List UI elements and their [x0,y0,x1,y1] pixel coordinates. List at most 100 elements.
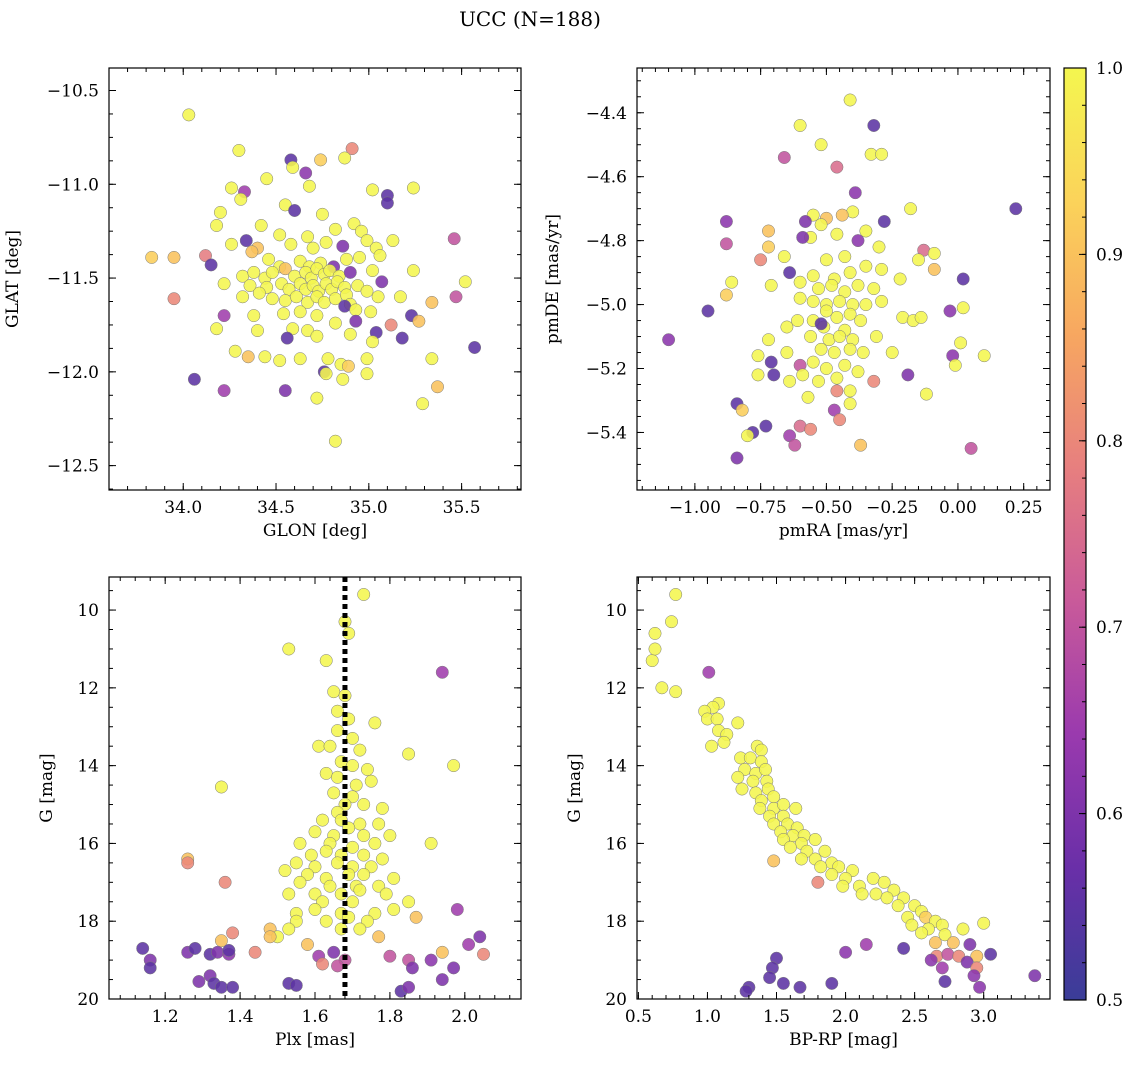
y-axis-label: GLAT [deg] [3,230,23,328]
colorbar-tick-label: 0.8 [1096,432,1123,452]
data-point [371,290,385,304]
data-point [725,275,739,289]
data-point [218,875,232,889]
x-tick-label: 34.0 [164,498,202,518]
data-point [167,292,181,306]
data-point [336,372,350,386]
data-point [754,743,768,757]
x-tick-label: 1.2 [152,1007,179,1027]
sky-frame [108,67,522,491]
colorbar-frame [1063,67,1087,1001]
data-point [236,290,250,304]
data-point [796,230,810,244]
data-point [343,327,357,341]
data-point [835,208,849,222]
x-tick-label: 2.5 [901,1007,928,1027]
data-point [741,429,754,443]
y-tick-label: 12 [605,679,627,699]
data-point [316,957,329,971]
data-point [793,119,807,132]
data-point [232,144,246,157]
data-point [794,852,808,866]
data-point [806,269,820,283]
data-point [838,250,852,264]
data-point [226,980,240,994]
data-point [293,875,307,889]
data-point [645,654,659,668]
data-point [210,219,224,232]
data-point [192,975,206,988]
data-point [357,829,371,843]
data-point [739,984,753,998]
data-point [340,252,353,266]
data-point [462,938,476,951]
data-point [793,291,807,305]
data-point [767,854,781,868]
panel-sky: 34.0 34.5 35.0 35.5 −10.5 −11.0 −11.5 −12.0 −12.… [3,67,522,541]
data-point [435,973,449,987]
plx_g-frame [108,576,522,1000]
data-point [719,215,733,228]
data-point [360,763,374,776]
data-point [762,240,775,254]
y-axis-label: pmDE [mas/yr] [543,214,563,344]
data-point [798,215,812,228]
data-point [875,147,889,161]
y-tick-label: 10 [605,601,627,621]
data-point [819,362,833,375]
data-point [308,825,322,839]
data-point [806,355,820,369]
y-tick-label: 16 [605,834,627,854]
data-point [217,384,231,398]
data-point [477,947,490,961]
data-point [801,390,815,404]
data-point [818,844,832,858]
data-point [867,282,881,296]
data-point [783,840,797,854]
data-point [310,329,324,343]
data-point [360,352,374,366]
data-point [458,275,472,289]
data-point [239,234,253,248]
data-point [854,314,868,328]
data-point [277,307,290,321]
data-point [830,160,844,174]
data-point [851,365,865,379]
data-point [901,368,915,382]
data-point [819,304,833,318]
colorbar-tick-label: 0.6 [1096,805,1123,825]
data-point [875,294,889,308]
data-point [867,119,881,132]
data-point [838,358,852,372]
data-point [187,372,201,386]
data-point [447,759,461,773]
y-tick-label: −5.0 [586,296,627,316]
data-point [360,367,374,381]
data-point [409,910,423,924]
data-point [435,665,449,679]
data-point [222,943,236,957]
data-point [843,266,857,280]
data-point [780,320,794,334]
data-point [260,172,274,186]
data-point [825,976,839,990]
data-point [872,240,886,254]
data-point [897,941,911,955]
data-point [843,307,857,321]
data-point [648,642,662,656]
data-point [214,980,228,994]
data-point [254,219,268,232]
data-point [243,279,257,293]
data-point [830,371,844,385]
data-point [314,153,328,167]
y-tick-label: 14 [77,757,99,777]
x-tick-label: 35.5 [443,498,481,518]
data-point [719,288,733,302]
data-point [312,739,326,753]
colorbar-gradient [1064,68,1086,1000]
data-point [364,305,378,319]
x-axis-label: GLON [deg] [263,521,367,541]
data-point [730,451,744,465]
data-point [278,384,292,398]
data-point [406,264,420,278]
